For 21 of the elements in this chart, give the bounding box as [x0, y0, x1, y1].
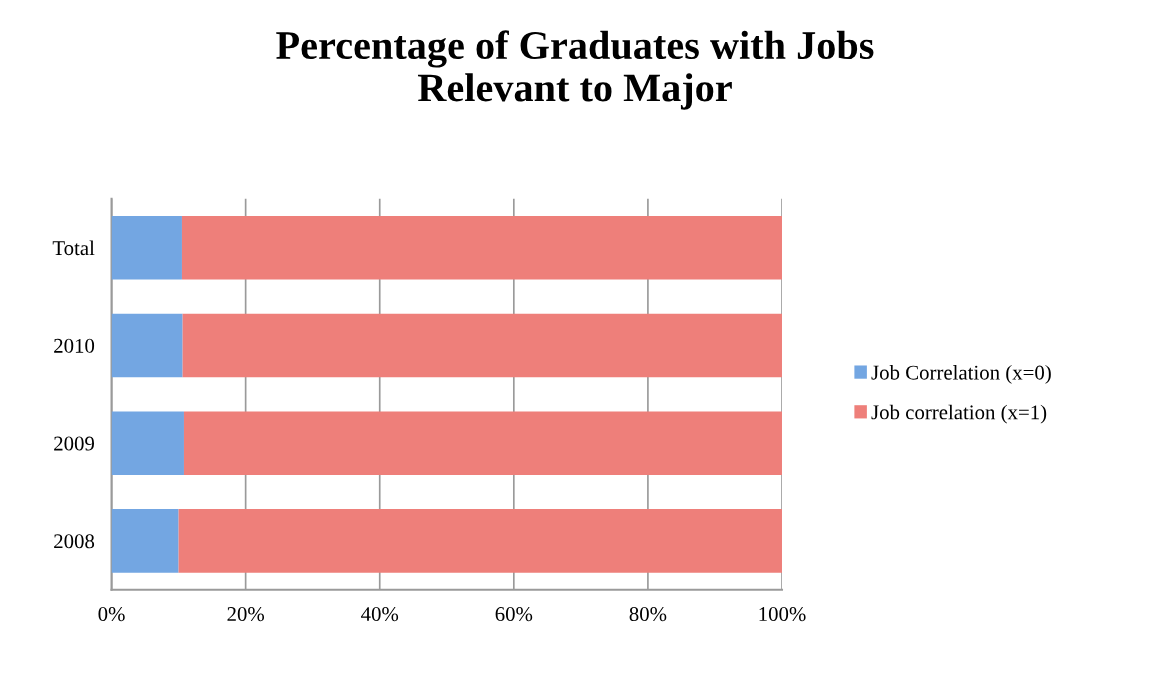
y-tick-label: Total	[52, 240, 95, 256]
x-tick-label: 60%	[495, 607, 533, 622]
y-tick-label: 2008	[54, 534, 95, 549]
x-tick-label: 20%	[227, 607, 265, 622]
bar	[111, 509, 179, 573]
bar	[183, 411, 782, 475]
bar	[111, 411, 184, 475]
bar	[178, 509, 782, 573]
x-tick-label: 100%	[759, 607, 806, 622]
bar	[111, 215, 182, 280]
x-tick-label: 0%	[98, 607, 125, 622]
chart-title: Percentage of Graduates with Jobs Relevant to Major	[276, 30, 874, 110]
bar	[111, 313, 183, 378]
legend-label: Job Correlation (x=0)	[871, 364, 1051, 384]
bar	[181, 215, 782, 280]
x-tick-label: 40%	[361, 607, 399, 622]
y-tick-label: 2010	[54, 338, 95, 353]
x-tick-label: 80%	[629, 607, 667, 622]
legend-label: Job correlation (x=1)	[871, 404, 1047, 424]
bar	[182, 313, 782, 378]
y-tick-label: 2009	[54, 436, 95, 451]
